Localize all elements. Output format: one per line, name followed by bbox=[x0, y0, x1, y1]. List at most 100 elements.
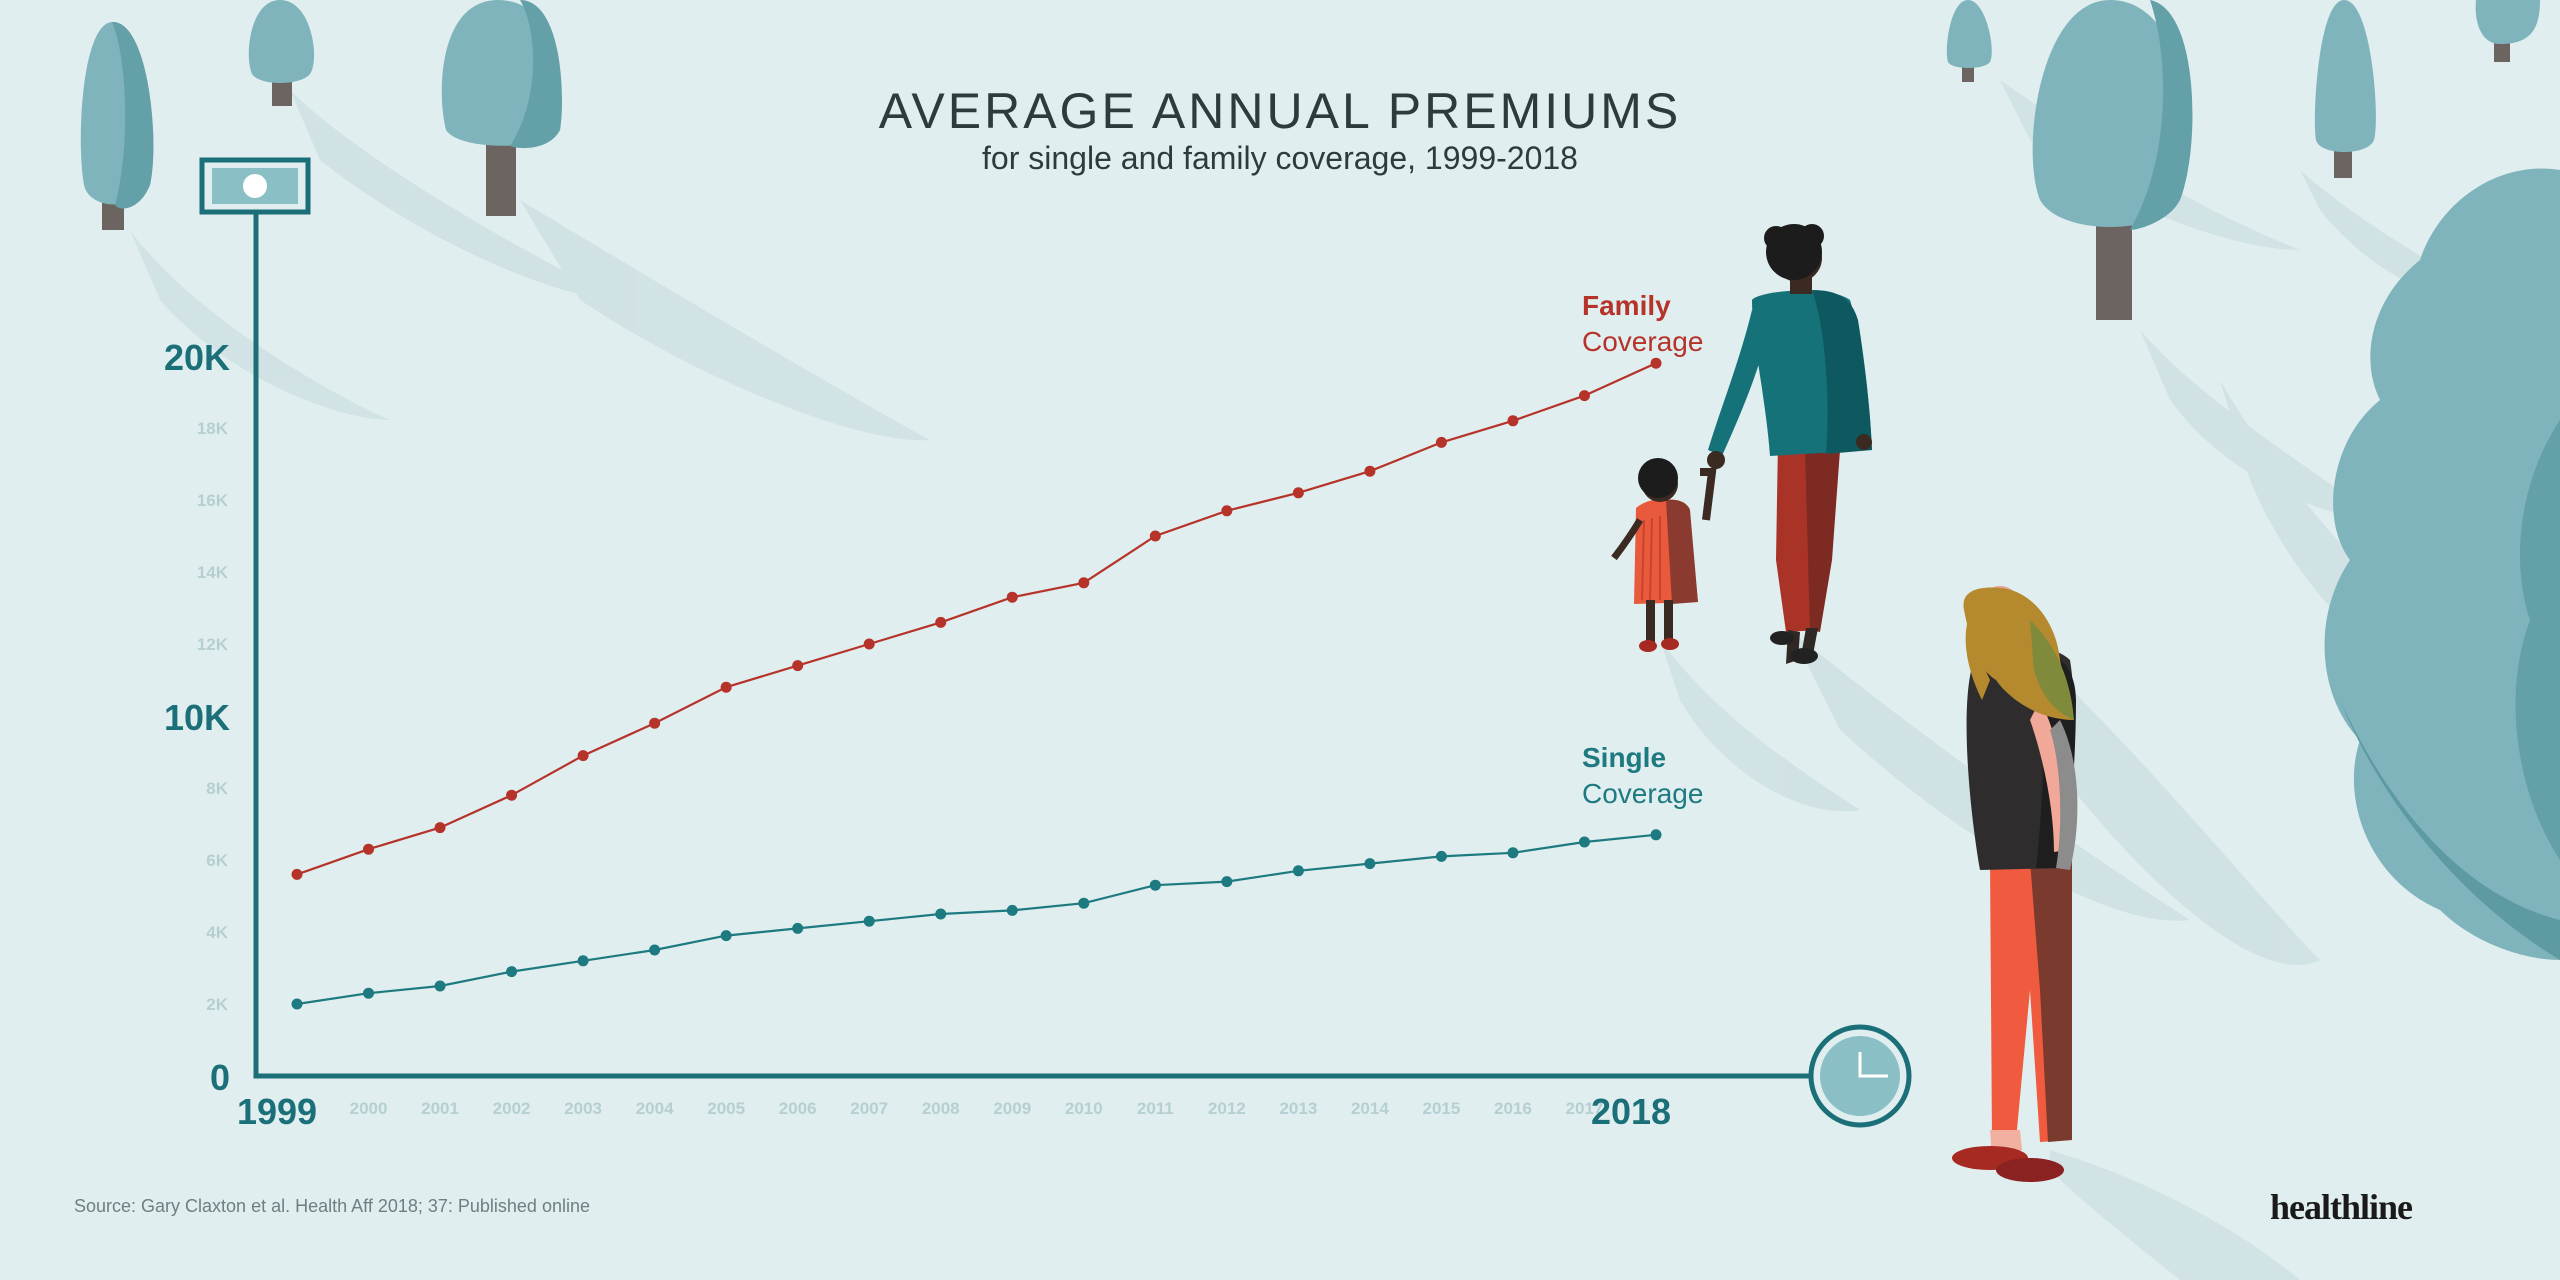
x-tick-label: 2010 bbox=[1065, 1099, 1103, 1118]
single-coverage-label: Single Coverage bbox=[1582, 740, 1703, 812]
x-tick-label: 2002 bbox=[493, 1099, 531, 1118]
x-tick-label: 2016 bbox=[1494, 1099, 1532, 1118]
x-tick-label: 2015 bbox=[1423, 1099, 1461, 1118]
child-figure bbox=[1611, 458, 1717, 652]
data-point bbox=[1578, 390, 1590, 402]
data-point bbox=[1221, 876, 1233, 888]
data-point bbox=[291, 998, 303, 1010]
x-tick-label: 2006 bbox=[779, 1099, 817, 1118]
x-tick-label: 2007 bbox=[850, 1099, 888, 1118]
x-tick-label: 2000 bbox=[350, 1099, 388, 1118]
x-tick-label: 2012 bbox=[1208, 1099, 1246, 1118]
data-point bbox=[1006, 904, 1018, 916]
data-point bbox=[649, 944, 661, 956]
y-axis-ticks: 0 2K 4K 6K 8K 10K 12K 14K 16K 18K 20K bbox=[164, 337, 230, 1098]
woman-figure bbox=[1952, 586, 2078, 1182]
data-point bbox=[1149, 530, 1161, 542]
series-lines bbox=[291, 357, 1662, 1010]
data-point bbox=[363, 843, 375, 855]
money-bill-icon bbox=[199, 157, 311, 215]
mother-figure bbox=[1707, 224, 1872, 664]
data-point bbox=[434, 822, 446, 834]
data-point bbox=[1292, 865, 1304, 877]
data-point bbox=[577, 750, 589, 762]
single-label-line1: Single bbox=[1582, 742, 1667, 773]
source-note: Source: Gary Claxton et al. Health Aff 2… bbox=[74, 1196, 590, 1216]
data-point bbox=[1435, 850, 1447, 862]
x-tick-label: 2001 bbox=[421, 1099, 459, 1118]
y-tick-label: 8K bbox=[206, 779, 228, 798]
y-tick-label: 14K bbox=[197, 563, 229, 582]
data-point bbox=[649, 717, 661, 729]
data-point bbox=[1650, 357, 1662, 369]
data-point bbox=[720, 930, 732, 942]
x-tick-label: 2008 bbox=[922, 1099, 960, 1118]
x-tick-label: 2018 bbox=[1591, 1091, 1671, 1132]
data-point bbox=[1435, 436, 1447, 448]
y-tick-label: 20K bbox=[164, 337, 230, 378]
tree-icon bbox=[2324, 168, 2560, 960]
data-point bbox=[577, 955, 589, 967]
data-point bbox=[1078, 577, 1090, 589]
money-bill-coin bbox=[243, 174, 267, 198]
axis-line bbox=[253, 214, 1816, 1079]
single-label-line2: Coverage bbox=[1582, 778, 1704, 809]
tree-icon bbox=[2032, 0, 2193, 320]
axis-icons bbox=[199, 157, 1912, 1128]
x-tick-label: 2009 bbox=[993, 1099, 1031, 1118]
data-point bbox=[1364, 465, 1376, 477]
clock-hands bbox=[1858, 1052, 1888, 1078]
data-point bbox=[1507, 415, 1519, 427]
data-point bbox=[434, 980, 446, 992]
family-coverage-label: Family Coverage bbox=[1582, 288, 1703, 360]
tree-icon bbox=[2475, 0, 2540, 62]
tree-icon bbox=[248, 0, 315, 106]
x-tick-label: 2017 bbox=[1566, 1099, 1604, 1118]
y-tick-label: 4K bbox=[206, 923, 228, 942]
tree-icon bbox=[80, 21, 154, 230]
data-point bbox=[792, 660, 804, 672]
data-point bbox=[1578, 836, 1590, 848]
data-point bbox=[506, 966, 518, 978]
data-point bbox=[1650, 829, 1662, 841]
chart-subtitle: for single and family coverage, 1999-201… bbox=[982, 140, 1578, 176]
y-tick-label: 10K bbox=[164, 697, 230, 738]
x-tick-label: 2004 bbox=[636, 1099, 674, 1118]
y-tick-label: 2K bbox=[206, 995, 228, 1014]
data-point bbox=[792, 922, 804, 934]
family-label-line2: Coverage bbox=[1582, 326, 1704, 357]
data-point bbox=[1149, 879, 1161, 891]
x-tick-label: 2005 bbox=[707, 1099, 745, 1118]
family-label-line1: Family bbox=[1582, 290, 1671, 321]
brand-logo: healthline bbox=[2270, 1187, 2413, 1227]
x-tick-label: 2003 bbox=[564, 1099, 602, 1118]
data-point bbox=[935, 908, 947, 920]
tree-icon bbox=[2314, 0, 2376, 178]
y-tick-label: 18K bbox=[197, 419, 229, 438]
tree-icon bbox=[441, 0, 562, 216]
x-tick-label: 1999 bbox=[237, 1091, 317, 1132]
chart-axes bbox=[253, 214, 1816, 1079]
x-axis-ticks: 1999 2000 2001 2002 2003 2004 2005 2006 2007 2008… bbox=[237, 1091, 1671, 1132]
series-line bbox=[296, 833, 1657, 1006]
y-tick-label: 16K bbox=[197, 491, 229, 510]
x-tick-label: 2011 bbox=[1137, 1099, 1174, 1118]
data-point bbox=[1221, 505, 1233, 517]
data-point bbox=[506, 789, 518, 801]
tree-icon bbox=[1946, 0, 1992, 82]
data-point bbox=[863, 915, 875, 927]
data-point bbox=[863, 638, 875, 650]
data-point bbox=[1006, 591, 1018, 603]
series-line bbox=[296, 362, 1657, 876]
data-point bbox=[1078, 897, 1090, 909]
data-point bbox=[363, 987, 375, 999]
data-point bbox=[1507, 847, 1519, 859]
data-point bbox=[935, 616, 947, 628]
clock-icon bbox=[1808, 1024, 1912, 1128]
data-point bbox=[1364, 858, 1376, 870]
data-point bbox=[291, 868, 303, 880]
x-tick-label: 2013 bbox=[1279, 1099, 1317, 1118]
